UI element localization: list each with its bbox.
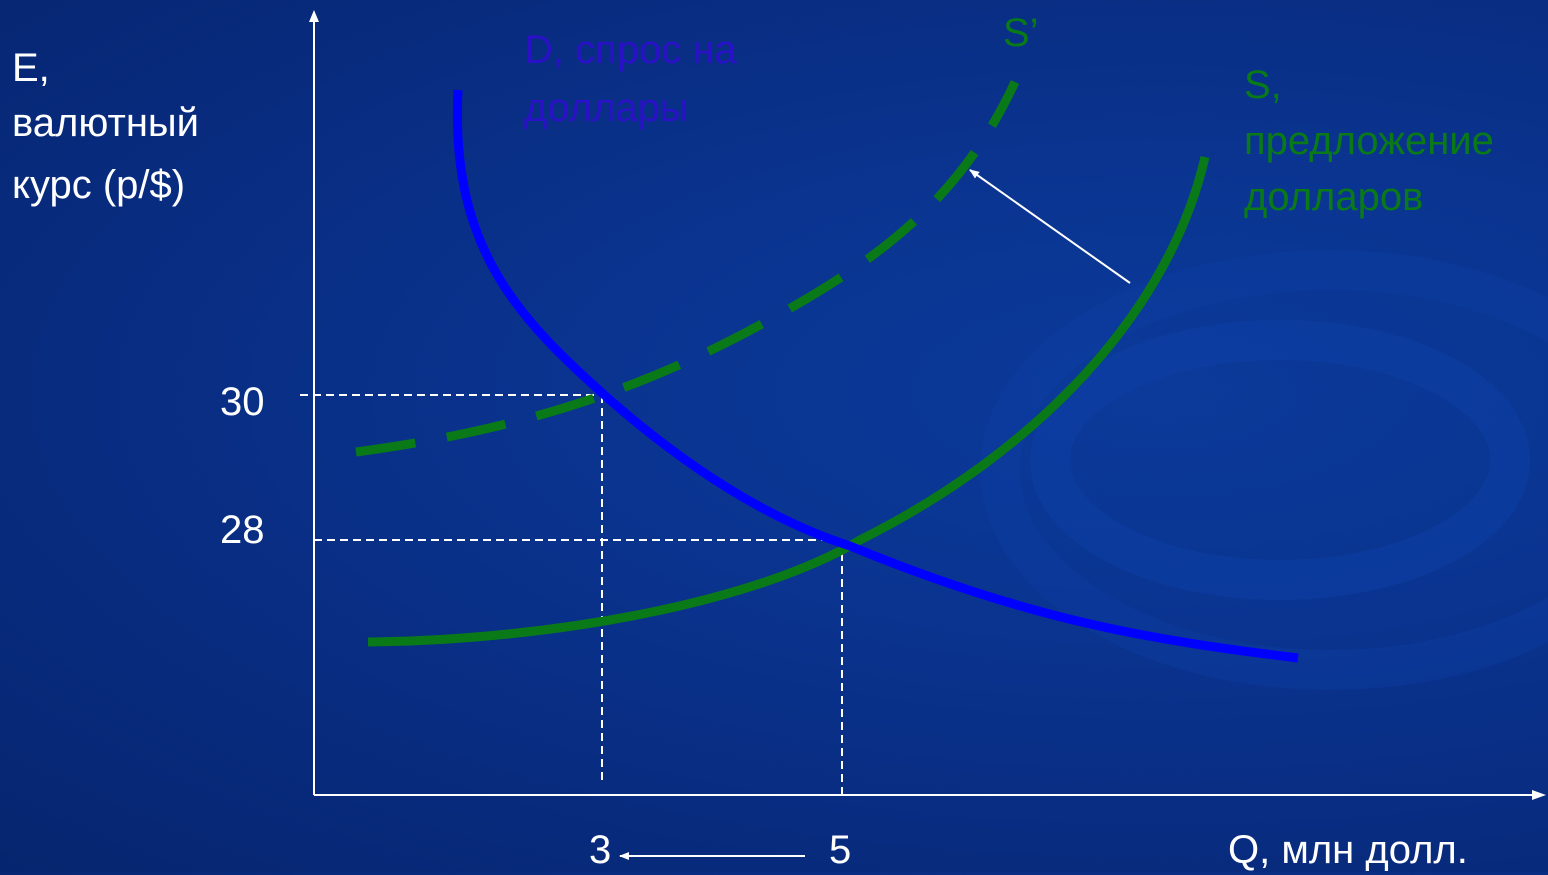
supply-label-line2: предложение	[1244, 119, 1494, 163]
y-axis-label-line3: курс (р/$)	[12, 163, 186, 207]
supply-label-line3: долларов	[1244, 175, 1424, 219]
x-tick-3: 3	[589, 828, 612, 872]
supply-label-line1: S,	[1244, 63, 1282, 107]
supply-curve	[367, 155, 1210, 647]
y-axis-label-line1: E,	[12, 46, 50, 90]
x-axis-label: Q, млн долл.	[1228, 828, 1468, 872]
y-axis-arrowhead	[309, 10, 319, 22]
x-axis-arrowhead	[1532, 790, 1546, 800]
demand-curve	[452, 89, 1299, 663]
y-tick-30: 30	[220, 380, 265, 424]
supply-shift-arrow	[969, 169, 1131, 284]
demand-label-line2: доллары	[524, 86, 689, 130]
x-tick-5: 5	[829, 828, 852, 872]
supply-curve-shifted	[355, 80, 1020, 457]
y-tick-28: 28	[220, 508, 265, 552]
demand-label-line1: D, спрос на	[524, 28, 737, 72]
background-swirl	[980, 250, 1548, 690]
supply-shifted-label: S’	[1003, 11, 1039, 55]
y-axis-label-line2: валютный	[12, 101, 200, 145]
